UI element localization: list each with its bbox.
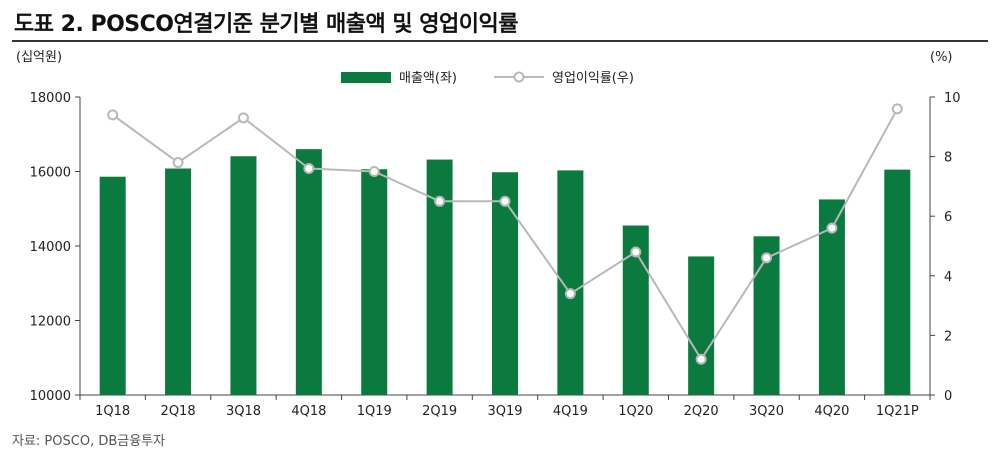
x-tick-label: 3Q18 (226, 404, 261, 419)
legend-label-bar: 매출액(좌) (399, 71, 457, 86)
line-point (761, 252, 773, 264)
left-tick-label: 18000 (30, 91, 71, 106)
bar-series (99, 149, 911, 395)
axis-labels: 10000 12000 14000 16000 18000 0 2 4 6 8 10 1Q18 2Q18… (16, 50, 961, 419)
right-tick-label: 6 (944, 210, 952, 225)
line-point (499, 195, 511, 207)
x-tick-label: 1Q19 (357, 404, 392, 419)
line-point (434, 195, 446, 207)
legend-marker-line (513, 71, 525, 83)
legend-swatch-bar (341, 72, 391, 83)
bar (688, 256, 715, 395)
bar (230, 156, 257, 395)
x-tick-label: 2Q19 (422, 404, 457, 419)
x-tick-label: 4Q20 (814, 404, 849, 419)
source-note: 자료: POSCO, DB금융투자 (12, 434, 166, 449)
right-tick-label: 2 (944, 329, 952, 344)
legend: 매출액(좌) 영업이익률(우) (341, 71, 634, 86)
bar (295, 149, 322, 395)
left-tick-label: 14000 (30, 240, 71, 255)
x-tick-label: 1Q21P (876, 404, 919, 419)
right-tick-label: 10 (944, 91, 961, 106)
bar (99, 176, 126, 395)
line-point (303, 163, 315, 175)
left-tick-label: 10000 (30, 389, 71, 404)
line-point (826, 222, 838, 234)
x-tick-label: 3Q20 (749, 404, 784, 419)
x-tick-label: 4Q19 (553, 404, 588, 419)
line-series (107, 103, 903, 365)
line-point (564, 288, 576, 300)
line-point (237, 112, 249, 124)
bar (492, 172, 518, 395)
bar (165, 168, 192, 395)
x-tick-label: 2Q20 (684, 404, 719, 419)
x-tick-label: 1Q20 (618, 404, 653, 419)
x-tick-label: 4Q18 (291, 404, 326, 419)
x-tick-label: 1Q18 (95, 404, 130, 419)
right-tick-label: 4 (944, 270, 952, 285)
line-point (891, 103, 903, 115)
bar (884, 169, 911, 395)
line-point (630, 246, 642, 258)
bar (361, 169, 388, 395)
line-point (368, 166, 380, 177)
bar (557, 170, 584, 395)
chart-title: 도표 2. POSCO연결기준 분기별 매출액 및 영업이익률 (14, 12, 518, 37)
left-axis-unit: (십억원) (16, 50, 62, 65)
x-tick-label: 3Q19 (487, 404, 522, 419)
left-tick-label: 12000 (30, 315, 71, 330)
line-point (695, 353, 707, 365)
legend-label-line: 영업이익률(우) (552, 71, 634, 86)
line-point (172, 157, 184, 169)
line-point (107, 109, 119, 121)
title-divider (12, 40, 988, 42)
left-tick-label: 16000 (30, 166, 71, 181)
right-tick-label: 8 (944, 151, 952, 166)
right-axis-unit: (%) (930, 50, 953, 65)
right-tick-label: 0 (944, 389, 952, 404)
x-tick-label: 2Q18 (161, 404, 196, 419)
bar (426, 159, 453, 395)
